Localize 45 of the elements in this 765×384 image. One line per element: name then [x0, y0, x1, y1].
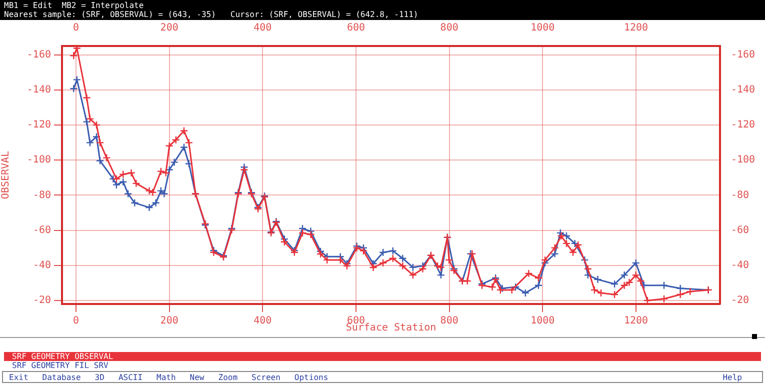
text: ASCII — [118, 372, 143, 382]
text: SRF GEOMETRY FIL SRV — [12, 361, 108, 370]
x-tick-label: 0 — [72, 316, 80, 327]
y2-tick-label: -120 — [731, 120, 756, 131]
y2-tick-label: -20 — [731, 295, 750, 306]
y2-tick-label: -60 — [731, 224, 750, 236]
y2-tick-label: -80 — [731, 190, 750, 201]
x-axis-title: Surface Station — [346, 322, 436, 334]
x2-tick-label: 200 — [160, 22, 178, 34]
y2-tick-label: -100 — [731, 154, 756, 166]
y-tick-label: -60 — [32, 224, 51, 236]
x2-tick-label: 1200 — [624, 22, 648, 34]
text: 3D — [94, 372, 104, 382]
y-axis-title: OBSERVAL — [0, 150, 12, 200]
y-tick-label: -120 — [26, 120, 51, 131]
x2-tick-label: 1000 — [530, 22, 555, 34]
y2-tick-label: -160 — [731, 49, 756, 60]
x-tick-label: 400 — [254, 316, 272, 327]
x2-tick-label: 600 — [346, 22, 366, 34]
y-tick-label: -40 — [32, 260, 51, 271]
text: Options — [294, 372, 328, 382]
x2-tick-label: 800 — [440, 22, 458, 34]
y-tick-label: -80 — [32, 190, 51, 201]
y-tick-label: -140 — [26, 84, 51, 96]
x-tick-label: 1200 — [624, 316, 648, 327]
y-tick-label: -100 — [26, 154, 51, 166]
x2-tick-label: 400 — [254, 22, 272, 34]
text: Help — [722, 372, 742, 382]
text: Exit — [9, 372, 28, 382]
x-tick-label: 200 — [160, 316, 178, 327]
text: SRF GEOMETRY OBSERVAL — [4, 352, 761, 361]
y-tick-label: -160 — [26, 49, 51, 60]
y2-tick-label: -40 — [731, 260, 750, 271]
x-tick-label: 1000 — [530, 316, 555, 327]
x-tick-label: 800 — [440, 316, 458, 327]
text: Zoom — [218, 372, 238, 382]
y-tick-label: -20 — [32, 295, 51, 306]
text: Screen — [252, 372, 280, 382]
x2-tick-label: 0 — [72, 22, 80, 34]
text: New — [190, 372, 204, 382]
chart-title: MB1 = Edit MB2 = Interpolate — [4, 1, 145, 10]
text: Database — [42, 372, 81, 382]
chart-subtitle: Nearest sample: (SRF, OBSERVAL) = (643, -35) Cursor: (SRF, OBSERVAL) = (642.8, -111) — [4, 10, 420, 19]
y2-tick-label: -140 — [731, 84, 756, 96]
text: Math — [156, 372, 176, 382]
